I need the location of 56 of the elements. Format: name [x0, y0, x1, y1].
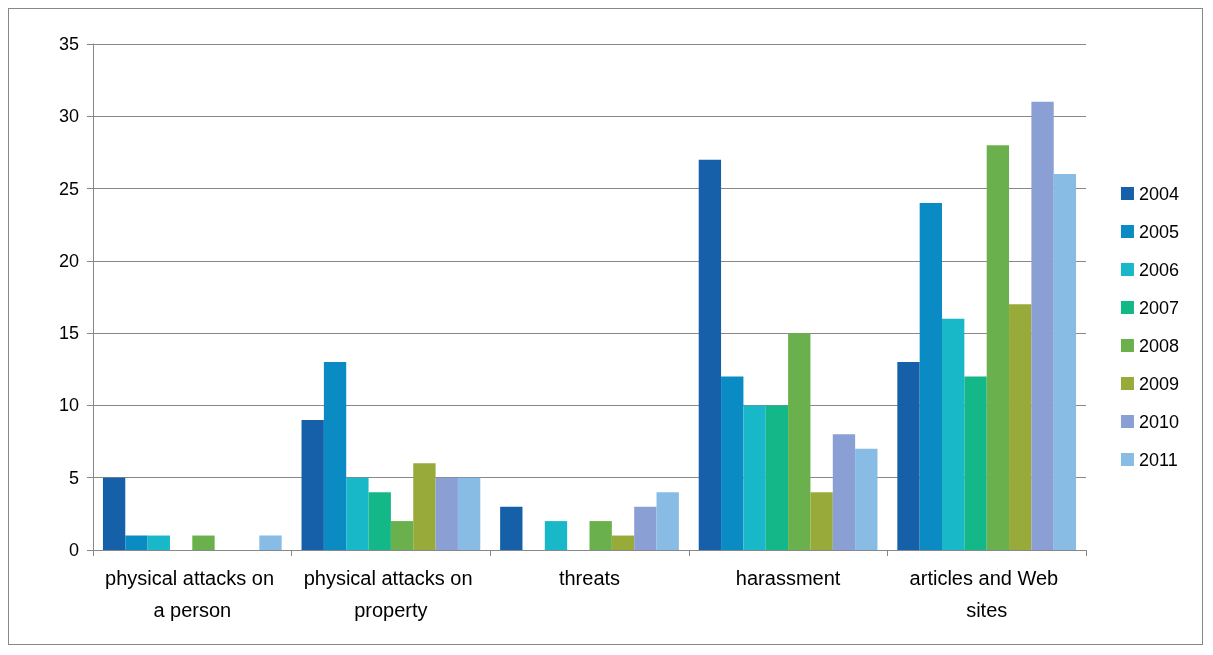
bar — [743, 405, 766, 550]
bar — [788, 333, 811, 550]
bar — [897, 362, 920, 550]
bar — [656, 492, 679, 550]
x-tick-label: physical attacks on a person — [105, 567, 280, 621]
legend-label: 2008 — [1138, 335, 1179, 356]
y-tick-label: 20 — [58, 250, 79, 271]
bar — [323, 362, 347, 550]
bar — [589, 521, 612, 550]
bar — [1009, 304, 1032, 550]
x-tick-label: threats — [558, 567, 621, 589]
bar — [964, 376, 987, 550]
bar — [634, 506, 657, 550]
bar — [810, 492, 833, 550]
y-tick-label: 10 — [58, 395, 79, 416]
bar — [102, 477, 126, 550]
bar — [147, 535, 170, 550]
legend-label: 2007 — [1138, 297, 1179, 318]
bar — [500, 506, 523, 550]
bar — [390, 521, 414, 550]
y-tick-label: 0 — [68, 540, 79, 560]
bar — [346, 477, 369, 550]
y-tick-label: 15 — [58, 323, 79, 344]
bar — [698, 159, 722, 550]
x-tick-label: harassment — [735, 567, 841, 589]
bar — [368, 492, 391, 550]
y-tick-label: 25 — [58, 178, 79, 199]
bar — [942, 318, 965, 550]
bar — [125, 535, 148, 550]
legend-label: 2011 — [1138, 449, 1178, 470]
bar — [986, 145, 1010, 550]
bar — [192, 535, 215, 550]
bar — [611, 535, 635, 550]
legend-label: 2009 — [1138, 373, 1179, 394]
bar — [435, 477, 458, 550]
x-tick-label: articles and Web sites — [909, 567, 1064, 621]
bar — [457, 477, 481, 550]
y-tick-label: 30 — [58, 106, 79, 127]
bar — [832, 434, 856, 550]
legend-label: 2006 — [1138, 259, 1179, 280]
y-tick-label: 35 — [58, 34, 79, 54]
bar — [301, 419, 324, 550]
legend-label: 2005 — [1138, 221, 1179, 242]
legend-label: 2010 — [1138, 411, 1179, 432]
bar — [765, 405, 789, 550]
bar — [919, 203, 943, 550]
bar — [721, 376, 744, 550]
legend-label: 2004 — [1138, 183, 1179, 204]
bar — [1031, 101, 1054, 550]
bar — [259, 535, 282, 550]
x-tick-label: physical attacks on property — [303, 567, 479, 621]
bar — [413, 463, 436, 550]
bar — [1053, 174, 1077, 550]
bar — [855, 448, 878, 550]
y-tick-label: 5 — [68, 467, 79, 488]
bar — [544, 521, 568, 550]
